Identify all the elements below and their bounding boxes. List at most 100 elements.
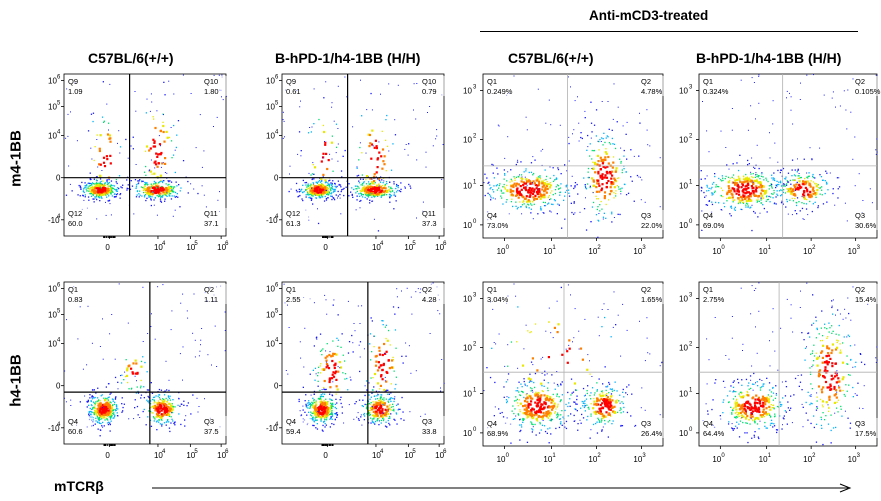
density-point [371, 420, 373, 422]
density-point [731, 129, 733, 131]
density-point [337, 180, 339, 182]
density-point [400, 188, 402, 190]
density-point [371, 392, 373, 394]
density-point [158, 421, 160, 423]
density-point [541, 180, 544, 183]
density-point [319, 397, 321, 400]
y-tick-exponent: 5 [275, 100, 279, 106]
density-point [110, 191, 112, 193]
density-point [179, 190, 181, 192]
density-point [92, 194, 94, 196]
density-point [307, 407, 309, 409]
density-point [305, 405, 307, 407]
density-point [315, 419, 317, 421]
density-point [395, 347, 397, 349]
density-point [808, 175, 810, 177]
density-point [358, 399, 361, 401]
density-point [336, 388, 339, 391]
density-point [329, 351, 331, 353]
density-point [96, 400, 98, 402]
density-point [819, 147, 821, 149]
density-point [97, 400, 99, 402]
density-point [324, 356, 327, 359]
density-point [101, 425, 103, 427]
quadrant-percentage: 60.6 [68, 427, 83, 436]
density-point [534, 372, 537, 375]
density-point [521, 426, 523, 428]
y-tick-label: -10 [266, 216, 278, 225]
density-point [326, 313, 328, 315]
density-point [640, 199, 642, 201]
density-point [544, 397, 547, 400]
quadrant-label-bg [203, 416, 229, 436]
density-point [167, 399, 169, 401]
density-point [142, 286, 144, 288]
density-point [374, 395, 376, 397]
density-point [127, 188, 129, 190]
density-point [103, 189, 107, 192]
density-point [798, 177, 800, 180]
density-point [322, 424, 324, 427]
density-point [101, 190, 104, 193]
density-point [153, 118, 155, 120]
density-point [532, 201, 534, 203]
density-point [296, 191, 298, 193]
density-point [102, 185, 105, 188]
density-point [604, 174, 607, 177]
density-point [772, 123, 774, 125]
density-point [559, 191, 562, 193]
density-point [129, 188, 132, 190]
density-point [715, 186, 717, 188]
density-point [100, 183, 102, 185]
density-point [805, 208, 808, 210]
density-point [145, 182, 147, 184]
density-point [93, 201, 95, 203]
density-point [523, 418, 525, 420]
density-point [91, 342, 93, 344]
density-point [793, 193, 796, 196]
density-point [794, 197, 796, 200]
density-point [490, 197, 492, 199]
density-point [385, 324, 387, 326]
density-point [594, 171, 597, 174]
density-point [845, 109, 847, 111]
density-point [331, 405, 334, 407]
density-point [377, 394, 379, 396]
density-point [366, 109, 368, 111]
density-point [98, 149, 101, 153]
density-point [145, 183, 147, 185]
density-point [356, 195, 358, 197]
density-point [312, 182, 314, 184]
density-point [135, 110, 137, 112]
density-point [289, 173, 290, 175]
density-point [517, 413, 519, 415]
density-point [574, 185, 576, 187]
density-point [550, 124, 552, 126]
density-point [146, 186, 150, 189]
density-point [605, 152, 608, 155]
x-tick-label: 10 [186, 243, 195, 252]
density-point [92, 401, 95, 403]
density-point [623, 155, 625, 157]
density-point [333, 188, 335, 191]
density-point [333, 190, 335, 192]
density-point [311, 419, 314, 421]
density-point [333, 423, 335, 426]
density-point [615, 190, 617, 192]
density-point [97, 191, 100, 194]
density-point [523, 400, 527, 403]
density-point [522, 391, 524, 394]
density-point [166, 172, 168, 174]
density-point [620, 190, 622, 192]
density-point [729, 213, 731, 215]
density-point [158, 410, 161, 413]
density-point [541, 424, 544, 426]
density-point [546, 187, 549, 191]
density-point [158, 394, 160, 396]
density-point [513, 182, 516, 185]
density-point [548, 99, 550, 101]
density-point [741, 198, 744, 201]
density-point [520, 180, 523, 183]
density-point [331, 354, 334, 357]
x-tick-label: 10 [154, 451, 163, 460]
